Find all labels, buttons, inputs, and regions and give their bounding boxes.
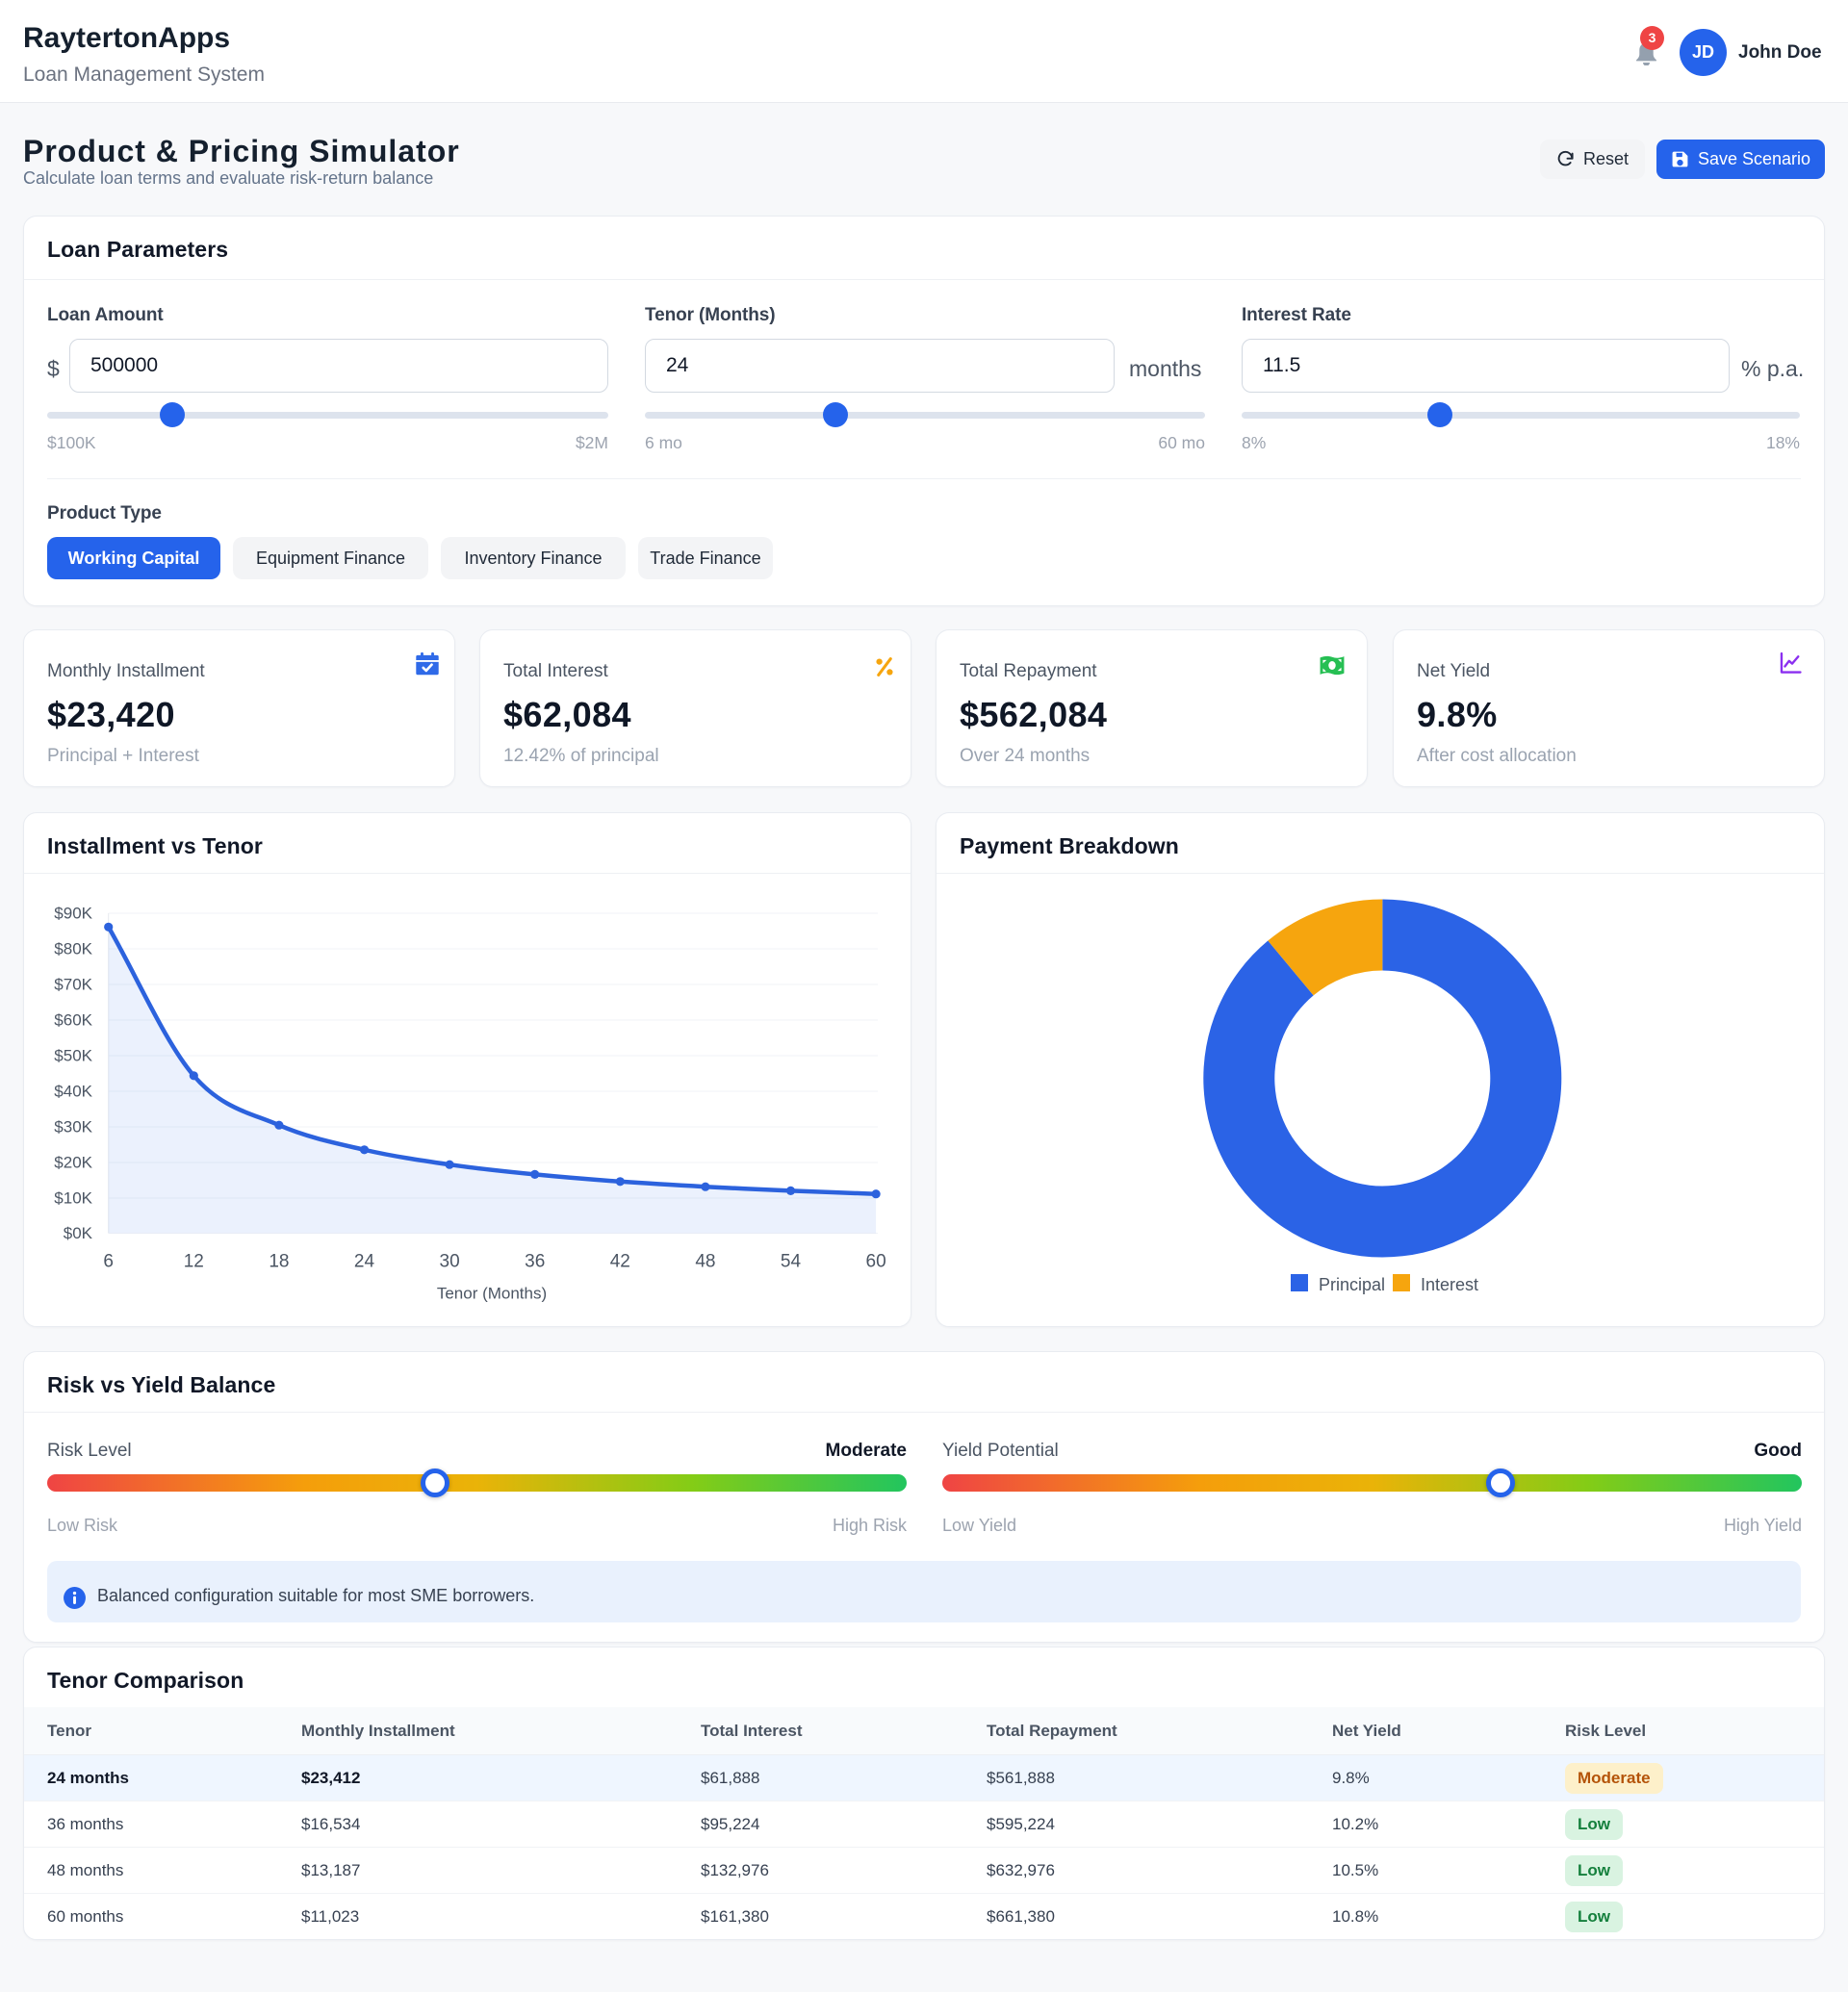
svg-text:$80K: $80K [54, 940, 92, 958]
svg-text:$50K: $50K [54, 1047, 92, 1065]
svg-text:12: 12 [184, 1252, 204, 1272]
svg-text:36: 36 [525, 1252, 545, 1272]
svg-text:$30K: $30K [54, 1118, 92, 1136]
svg-text:$70K: $70K [54, 976, 92, 994]
svg-text:Principal: Principal [1319, 1275, 1385, 1294]
svg-text:$90K: $90K [54, 905, 92, 923]
svg-text:$10K: $10K [54, 1189, 92, 1208]
svg-text:54: 54 [781, 1252, 802, 1272]
svg-text:$40K: $40K [54, 1083, 92, 1101]
svg-text:6: 6 [103, 1252, 114, 1272]
svg-text:$60K: $60K [54, 1011, 92, 1030]
svg-text:48: 48 [695, 1252, 715, 1272]
svg-text:18: 18 [269, 1252, 289, 1272]
svg-text:$20K: $20K [54, 1154, 92, 1172]
svg-text:24: 24 [354, 1252, 375, 1272]
svg-text:60: 60 [866, 1252, 886, 1272]
svg-text:$0K: $0K [64, 1224, 93, 1242]
svg-text:42: 42 [610, 1252, 630, 1272]
svg-text:Interest: Interest [1421, 1275, 1478, 1294]
svg-text:Tenor (Months): Tenor (Months) [437, 1285, 547, 1303]
svg-text:30: 30 [440, 1252, 460, 1272]
